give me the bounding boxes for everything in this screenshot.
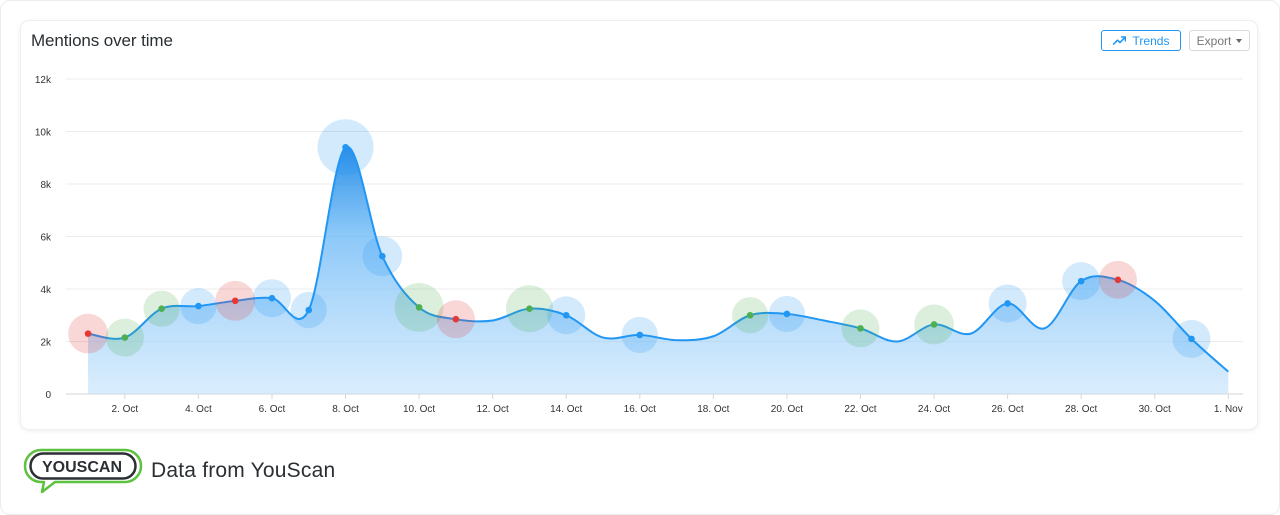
export-button[interactable]: Export <box>1189 30 1250 51</box>
y-tick-label: 6k <box>40 233 52 244</box>
x-tick-label: 10. Oct <box>403 404 435 415</box>
x-tick-label: 2. Oct <box>112 404 139 415</box>
y-tick-label: 2k <box>40 338 52 349</box>
caret-down-icon <box>1236 38 1243 43</box>
data-point <box>195 302 202 310</box>
x-tick-label: 8. Oct <box>332 404 359 415</box>
youscan-logo: YOUSCAN <box>23 448 143 494</box>
x-tick-label: 26. Oct <box>991 404 1023 415</box>
chart-title: Mentions over time <box>31 31 173 50</box>
x-tick-label: 20. Oct <box>771 404 803 415</box>
x-tick-label: 30. Oct <box>1139 404 1171 415</box>
data-point <box>783 310 791 318</box>
data-point <box>562 311 570 319</box>
x-tick-label: 1. Nov <box>1214 404 1243 415</box>
data-point <box>342 143 349 151</box>
area-fill <box>88 146 1229 394</box>
data-point <box>636 331 644 339</box>
data-point <box>158 305 165 312</box>
data-point <box>1188 335 1195 343</box>
export-label: Export <box>1196 33 1232 48</box>
x-tick-label: 18. Oct <box>697 404 729 415</box>
footer: YOUSCAN Data from YouScan <box>21 448 335 494</box>
y-tick-label: 12k <box>35 75 52 86</box>
data-point <box>1077 277 1085 285</box>
y-tick-label: 10k <box>35 128 52 139</box>
data-point <box>930 321 938 328</box>
data-point <box>1004 300 1011 307</box>
x-tick-label: 4. Oct <box>185 404 212 415</box>
data-point <box>231 297 239 305</box>
chart-card: Mentions over time Trends Export 0 2k 4k 6k… <box>21 21 1257 429</box>
data-point <box>526 305 533 312</box>
trend-line-icon <box>1112 36 1126 45</box>
data-point <box>746 311 754 319</box>
x-tick-label: 12. Oct <box>477 404 509 415</box>
data-point <box>857 325 864 332</box>
x-tick-label: 16. Oct <box>624 404 656 415</box>
data-point <box>268 294 276 302</box>
y-tick-label: 0 <box>45 390 51 401</box>
x-tick-label: 28. Oct <box>1065 404 1097 415</box>
x-tick-label: 24. Oct <box>918 404 950 415</box>
data-point <box>1114 276 1122 284</box>
data-point <box>121 334 129 341</box>
data-point <box>452 315 460 323</box>
trends-button[interactable]: Trends <box>1101 30 1181 51</box>
footer-text: Data from YouScan <box>151 459 336 482</box>
svg-text:YOUSCAN: YOUSCAN <box>42 459 122 476</box>
data-point <box>415 304 423 311</box>
mentions-chart: 0 2k 4k 6k 8k 10k 12k 2. Oct 4. Oct 6. Oct 8. Oct 1… <box>35 75 1243 415</box>
x-tick-label: 22. Oct <box>844 404 876 415</box>
y-tick-label: 8k <box>40 180 52 191</box>
x-tick-label: 6. Oct <box>259 404 286 415</box>
data-point <box>379 252 386 260</box>
x-tick-label: 14. Oct <box>550 404 582 415</box>
trends-label: Trends <box>1132 33 1170 48</box>
y-tick-label: 4k <box>40 285 52 296</box>
data-point <box>305 306 313 314</box>
data-point <box>84 330 92 337</box>
